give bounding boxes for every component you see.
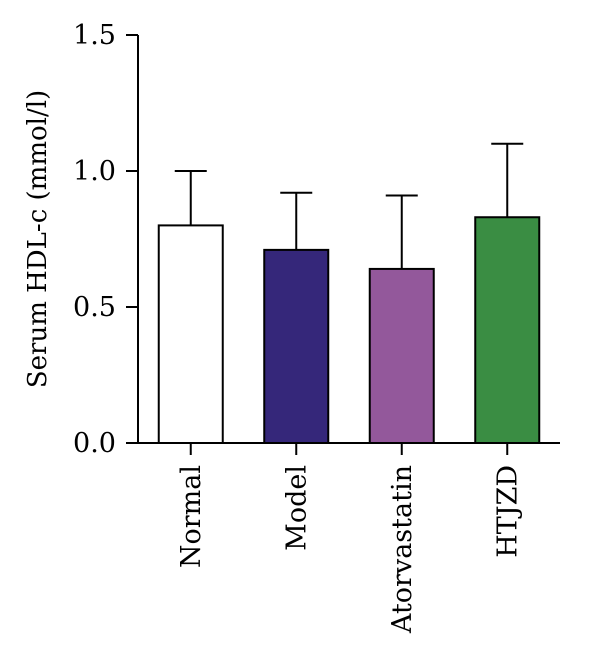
x-axis: Normal Model Atorvastatin HTJZD <box>138 442 560 634</box>
y-tick-label: 0.5 <box>73 292 116 323</box>
y-tick-label: 0.0 <box>73 428 116 459</box>
bar-normal <box>157 224 224 444</box>
bar-model <box>263 248 330 444</box>
bar-atorvastatin <box>368 267 435 445</box>
y-tick-label: 1.0 <box>73 156 116 187</box>
y-axis: 0.0 0.5 1.0 1.5 <box>73 20 139 459</box>
x-tick-label: HTJZD <box>492 465 523 558</box>
y-tick-label: 1.5 <box>73 20 116 51</box>
x-tick-label: Model <box>281 465 312 551</box>
y-axis-label: Serum HDL-c (mmol/l) <box>23 90 53 388</box>
bars <box>157 142 541 445</box>
x-tick-label: Normal <box>176 465 207 568</box>
x-tick-label: Atorvastatin <box>387 465 418 634</box>
bar-htjzd <box>474 216 541 444</box>
